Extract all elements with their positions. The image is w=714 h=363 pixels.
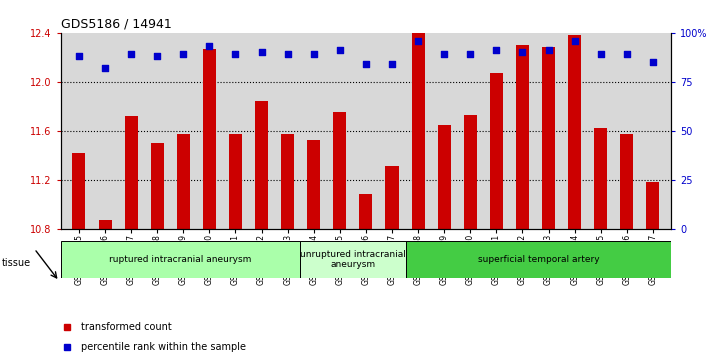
Bar	[411, 33, 425, 229]
Bar	[300, 241, 406, 278]
Bar	[307, 140, 321, 229]
Text: transformed count: transformed count	[81, 322, 171, 333]
Point	[334, 48, 346, 53]
Point	[282, 51, 293, 57]
Text: percentile rank within the sample: percentile rank within the sample	[81, 342, 246, 352]
Bar	[359, 195, 373, 229]
Bar	[464, 115, 477, 229]
Bar	[646, 182, 660, 229]
Point	[308, 51, 319, 57]
Point	[230, 51, 241, 57]
Text: superficial temporal artery: superficial temporal artery	[478, 255, 599, 264]
Bar	[125, 116, 138, 229]
Point	[621, 51, 633, 57]
Text: GDS5186 / 14941: GDS5186 / 14941	[61, 17, 171, 30]
Point	[413, 38, 424, 44]
Bar	[255, 101, 268, 229]
Bar	[594, 128, 607, 229]
Point	[491, 48, 502, 53]
Point	[151, 53, 163, 59]
Point	[569, 38, 580, 44]
Point	[360, 61, 371, 67]
Point	[543, 48, 554, 53]
Bar	[406, 241, 671, 278]
Point	[74, 53, 85, 59]
Bar	[281, 134, 294, 229]
Text: tissue: tissue	[1, 258, 31, 268]
Point	[99, 65, 111, 71]
Bar	[438, 125, 451, 229]
Point	[126, 51, 137, 57]
Point	[517, 49, 528, 55]
Bar	[542, 48, 555, 229]
Bar	[177, 134, 190, 229]
Bar	[620, 134, 633, 229]
Point	[178, 51, 189, 57]
Bar	[229, 134, 242, 229]
Text: unruptured intracranial
aneurysm: unruptured intracranial aneurysm	[300, 250, 406, 269]
Bar	[490, 73, 503, 229]
Bar	[99, 220, 111, 229]
Text: ruptured intracranial aneurysm: ruptured intracranial aneurysm	[109, 255, 251, 264]
Bar	[568, 35, 581, 229]
Point	[465, 51, 476, 57]
Bar	[333, 112, 346, 229]
Bar	[516, 45, 529, 229]
Point	[256, 49, 267, 55]
Bar	[203, 49, 216, 229]
Point	[595, 51, 606, 57]
Bar	[151, 143, 164, 229]
Bar	[61, 241, 300, 278]
Point	[203, 44, 215, 49]
Bar	[386, 166, 398, 229]
Point	[647, 59, 658, 65]
Bar	[72, 153, 86, 229]
Point	[438, 51, 450, 57]
Point	[386, 61, 398, 67]
